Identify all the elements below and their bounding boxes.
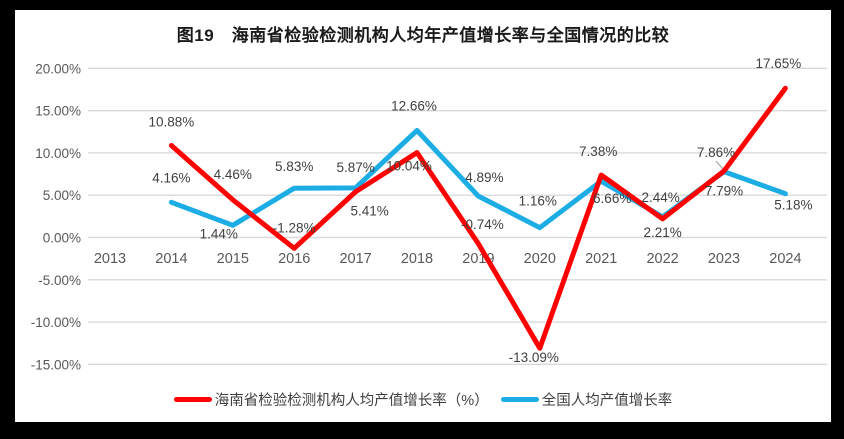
y-tick-label: 20.00% — [35, 61, 81, 76]
plot-area: 20.00% 15.00% 10.00% 5.00% 0.00% -5.00% -10.00… — [31, 56, 827, 372]
hainan-series-swatch — [173, 397, 212, 402]
data-label: -1.28% — [273, 220, 316, 235]
data-label: 10.88% — [149, 114, 195, 129]
x-tick-label: 2013 — [94, 251, 126, 267]
data-label: -0.74% — [461, 217, 504, 232]
x-tick-label: 2020 — [524, 251, 556, 267]
data-label: 6.66% — [593, 191, 631, 206]
x-tick-label: 2017 — [339, 251, 371, 267]
data-label: 7.79% — [705, 184, 743, 199]
data-label: 2.44% — [641, 190, 679, 205]
legend-label-national: 全国人均产值增长率 — [541, 393, 673, 409]
legend: 海南省检验检测机构人均产值增长率（%） 全国人均产值增长率 — [15, 389, 831, 410]
data-label: 7.38% — [579, 144, 617, 159]
data-label: 1.16% — [519, 194, 557, 209]
y-tick-label: -10.00% — [31, 315, 81, 330]
x-tick-label: 2023 — [708, 251, 740, 267]
data-label: 7.86% — [697, 145, 735, 160]
data-label: 5.87% — [336, 160, 374, 175]
data-label: -13.09% — [509, 350, 559, 365]
x-tick-label: 2024 — [769, 251, 801, 267]
y-tick-label: 0.00% — [43, 231, 81, 246]
chart-title: 图19 海南省检验检测机构人均年产值增长率与全国情况的比较 — [176, 26, 670, 45]
y-tick-label: -5.00% — [38, 273, 81, 288]
data-label: 1.44% — [200, 226, 238, 241]
data-label: 12.66% — [391, 98, 437, 113]
x-tick-label: 2014 — [155, 251, 187, 267]
x-tick-label: 2015 — [217, 251, 249, 267]
y-tick-label: 15.00% — [35, 104, 81, 119]
national-series-swatch — [500, 397, 539, 402]
y-tick-label: 10.00% — [35, 146, 81, 161]
x-tick-label: 2021 — [585, 251, 617, 267]
data-label: 2.21% — [643, 225, 681, 240]
data-label: 5.41% — [350, 204, 388, 219]
label-callout-line — [715, 160, 724, 170]
y-tick-label: -15.00% — [31, 357, 81, 372]
hainan-series-line — [168, 85, 788, 351]
data-label: 10.04% — [386, 159, 432, 174]
x-tick-label: 2018 — [401, 251, 433, 267]
y-tick-label: 5.00% — [43, 188, 81, 203]
data-label: 4.46% — [214, 167, 252, 182]
x-tick-label: 2016 — [278, 251, 310, 267]
legend-label-hainan: 海南省检验检测机构人均产值增长率（%） — [214, 393, 489, 409]
data-label: 17.65% — [756, 56, 802, 71]
chart-panel: 20.00% 15.00% 10.00% 5.00% 0.00% -5.00% -10.00… — [15, 10, 831, 422]
legend-item-national: 全国人均产值增长率 — [500, 389, 673, 410]
data-label: 4.16% — [152, 170, 190, 185]
legend-item-hainan: 海南省检验检测机构人均产值增长率（%） — [173, 389, 489, 410]
data-label: 5.83% — [275, 159, 313, 174]
data-label: 4.89% — [465, 170, 503, 185]
data-label: 5.18% — [774, 198, 812, 213]
x-tick-label: 2022 — [646, 251, 678, 267]
